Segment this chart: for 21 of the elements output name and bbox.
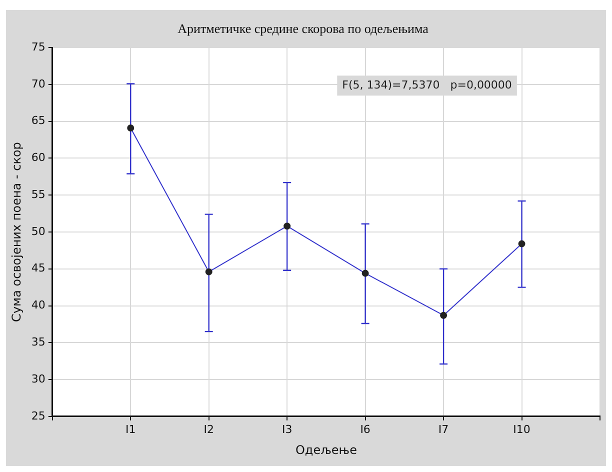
annotation: F(5, 134)=7,5370 p=0,00000	[342, 78, 512, 92]
y-tick-label: 45	[31, 262, 46, 275]
y-tick-label: 25	[31, 409, 46, 422]
y-tick-label: 55	[31, 188, 46, 201]
x-tick-label: I3	[282, 422, 292, 436]
y-tick-label: 40	[31, 298, 46, 312]
y-tick-label: 70	[31, 77, 46, 90]
x-tick-label: I2	[204, 422, 214, 436]
x-tick-label: I1	[126, 422, 136, 436]
y-tick-label: 75	[31, 40, 46, 54]
x-tick-label: I10	[513, 422, 530, 436]
y-tick-label: 60	[31, 151, 46, 164]
chart-title: Аритметичке средине скорова по одељењима	[178, 21, 429, 36]
y-tick-label: 35	[31, 336, 46, 348]
y-tick-label: 50	[31, 224, 46, 238]
y-axis-title: Сума освојених поена - скор	[9, 142, 24, 322]
x-tick-label: I6	[360, 422, 370, 436]
x-axis-title: Одељење	[295, 442, 357, 457]
y-tick-label: 65	[31, 114, 46, 128]
y-tick-label: 30	[31, 372, 46, 386]
x-tick-label: I7	[438, 422, 449, 436]
